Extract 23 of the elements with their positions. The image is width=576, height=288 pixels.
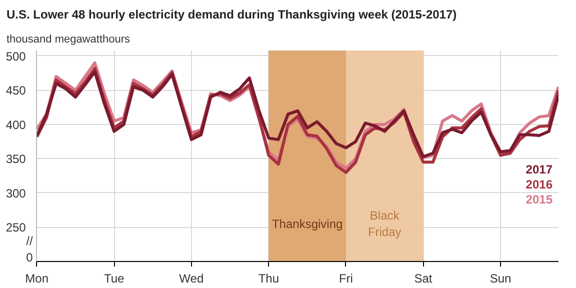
series-label: 2017 (526, 162, 553, 177)
text: 2016 (526, 178, 553, 192)
y-tick-label: 300 (6, 186, 26, 200)
text: 0 (26, 250, 34, 264)
x-tick-label: Fri (338, 272, 353, 286)
x-tick-label: Thu (258, 272, 280, 286)
band-label: Thanksgiving (272, 216, 343, 231)
x-tick-label: Tue (104, 272, 125, 286)
chart-subtitle: thousand megawatthours (6, 34, 131, 46)
x-tick-label: Sun (490, 272, 512, 286)
chart-title: U.S. Lower 48 hourly electricity demand during Thanksgiving week (2015-2017) (6, 8, 457, 22)
line-series (35, 70, 558, 158)
band-label: Black Friday (368, 208, 402, 240)
x-tick-label: Mon (25, 272, 49, 286)
y-tick-label: 250 (6, 220, 26, 235)
x-tick-label: Wed (179, 272, 204, 286)
text: // (26, 234, 34, 248)
y-tick-label: 500 (6, 49, 26, 64)
y-tick-label: 400 (6, 118, 26, 132)
text: 2015 (526, 192, 553, 207)
x-tick-label: Sat (414, 272, 433, 286)
y-tick-label: 350 (6, 152, 26, 166)
y-tick-label: 450 (6, 84, 26, 98)
